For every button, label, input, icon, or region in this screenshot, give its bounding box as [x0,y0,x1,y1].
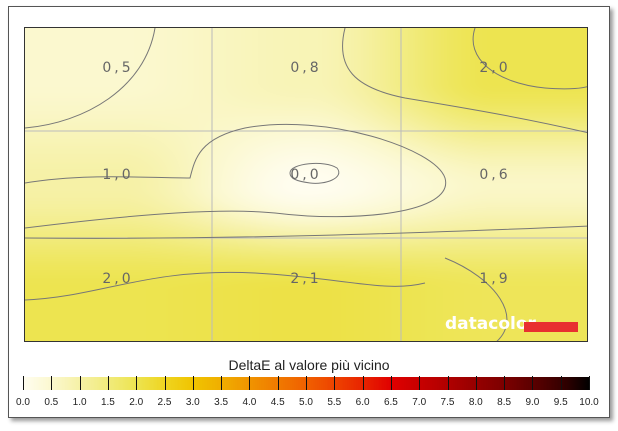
colorbar-tick-label: 9.0 [525,397,540,408]
colorbar-tick-label: 4.0 [242,397,257,408]
colorbar-tick [589,376,590,390]
colorbar-tick [79,376,81,390]
colorbar-tick-label: 3.0 [185,397,200,408]
colorbar-tick-label: 6.0 [355,397,370,408]
colorbar-tick [249,376,251,390]
colorbar-tick [532,376,534,390]
colorbar-tick [164,376,166,390]
colorbar-tick [475,376,477,390]
colorbar-tick [419,376,421,390]
colorbar-tick-label: 9.5 [553,397,568,408]
colorbar-tick-label: 0.0 [16,397,30,408]
colorbar-tick-label: 7.5 [440,397,455,408]
colorbar-tick-label: 10.0 [579,397,599,408]
datacolor-logo: datacolor [445,314,536,334]
cell-value-label: 0,5 [102,60,134,76]
colorbar-tick [390,376,392,390]
colorbar-tick [560,376,562,390]
cell-value-label: 2,1 [290,271,322,287]
colorbar-tick-label: 0.5 [44,397,59,408]
colorbar-tick [23,376,24,390]
cell-value-label: 0,8 [290,60,322,76]
colorbar-tick [277,376,279,390]
cell-value-label: 1,0 [102,167,134,183]
colorbar-tick [362,376,364,390]
contour-line [25,225,587,239]
heatmap-surface [25,28,587,341]
colorbar-tick [136,376,138,390]
colorbar-tick-label: 2.0 [129,397,144,408]
logo-bar [524,322,578,332]
colorbar-tick-label: 8.5 [497,397,512,408]
colorbar-tick-label: 7.0 [412,397,427,408]
colorbar-tick [447,376,449,390]
cell-value-label: 0,6 [479,167,511,183]
colorbar-tick-label: 3.5 [214,397,229,408]
colorbar-tick-label: 4.5 [270,397,285,408]
contour-line [342,28,587,134]
colorbar-title: DeltaE al valore più vicino [228,357,390,373]
cell-value-label: 0,0 [290,167,322,183]
colorbar-tick-label: 6.5 [383,397,398,408]
colorbar-tick-label: 8.0 [468,397,483,408]
contour-and-grid [25,28,587,341]
colorbar-tick [334,376,336,390]
contour-line [25,28,156,129]
contour-line [289,162,340,184]
colorbar-tick-label: 1.5 [100,397,115,408]
colorbar-tick-label: 5.5 [327,397,342,408]
colorbar-tick [504,376,506,390]
contour-line [444,257,508,341]
colorbar-tick [221,376,223,390]
colorbar-tick [192,376,194,390]
colorbar-tick [51,376,53,390]
colorbar-tick-label: 2.5 [157,397,172,408]
contour-line [472,28,587,90]
colorbar-tick-label: 5.0 [299,397,313,408]
heatmap-plot: 0,5 0,8 2,0 1,0 0,0 0,6 2,0 2,1 1,9 [24,27,588,342]
colorbar-tick [306,376,307,390]
cell-value-label: 1,9 [479,271,511,287]
contour-line [25,123,447,229]
cell-value-label: 2,0 [479,60,511,76]
colorbar-tick [107,376,109,390]
logo-text: datacolor [445,314,536,334]
colorbar-tick-label: 1.0 [72,397,87,408]
cell-value-label: 2,0 [102,271,134,287]
contour-line [25,271,426,301]
